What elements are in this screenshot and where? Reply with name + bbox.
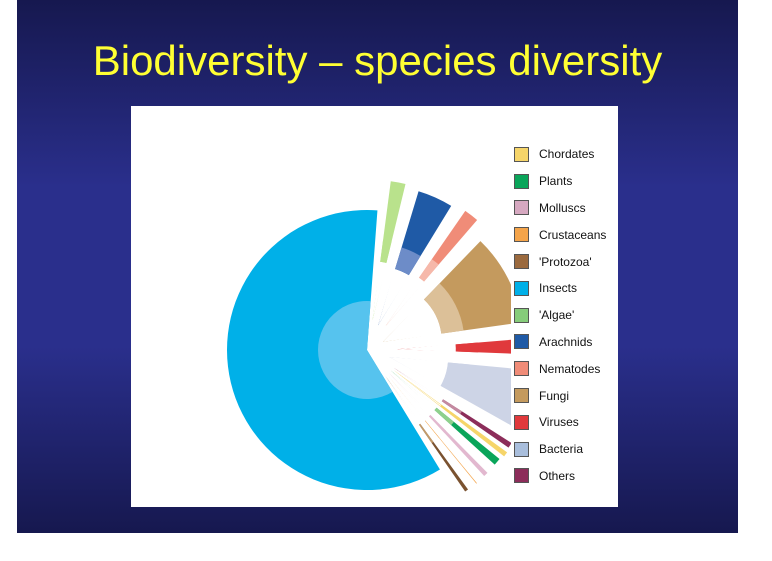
legend-item: Arachnids [514, 329, 618, 356]
pie-slice-cutout [393, 370, 442, 406]
pie-slice-band [419, 259, 439, 282]
pie-slice-molluscs [389, 373, 488, 476]
legend-item: Plants [514, 168, 618, 195]
legend-swatch [514, 334, 529, 350]
legend-swatch [514, 388, 529, 404]
legend-swatch [514, 361, 529, 377]
legend-label: Nematodes [539, 361, 601, 376]
legend-item: Bacteria [514, 436, 618, 463]
pie-slice-band [434, 407, 454, 426]
pie-slice-cutout [393, 367, 444, 402]
legend-label: Fungi [539, 388, 570, 403]
legend-label: Molluscs [539, 200, 586, 215]
chart-panel: Chordates Plants Molluscs Crustaceans 'Proto… [131, 106, 618, 507]
pie-slice-band [455, 342, 479, 353]
legend-label: Viruses [539, 415, 579, 430]
pie-slice-cutout [372, 261, 387, 321]
slide-title: Biodiversity – species diversity [92, 37, 663, 84]
legend-swatch [514, 200, 529, 216]
legend-item: Fungi [514, 382, 618, 409]
pie-slice-arachnids [378, 191, 452, 326]
pie-slice-inner [317, 301, 393, 399]
pie-slice-cutout [390, 370, 437, 411]
pie-slice-algae [372, 181, 406, 321]
pie-slice-band [395, 247, 421, 276]
legend-swatch [514, 227, 529, 243]
legend-label: Crustaceans [539, 227, 607, 242]
legend-swatch [514, 254, 529, 270]
legend-label: 'Protozoa' [539, 254, 592, 269]
pie-chart [227, 181, 511, 492]
pie-slice-cutout [389, 373, 431, 417]
pie-slice-cutout [397, 343, 456, 353]
legend-swatch [514, 468, 529, 484]
pie-slice-band [380, 239, 392, 263]
pie-slice-protozoa [385, 376, 469, 492]
legend-item: Crustaceans [514, 221, 618, 248]
legend-swatch [514, 307, 529, 323]
pie-slice-plants [390, 370, 500, 465]
legend-swatch [514, 173, 529, 189]
legend-item: 'Algae' [514, 302, 618, 329]
pie-slice-cutout [385, 277, 425, 326]
legend-item: Molluscs [514, 195, 618, 222]
pie-slice-band [440, 404, 460, 421]
pie-slice-insects [227, 209, 440, 490]
pie-slice-cutout [387, 375, 426, 422]
legend-label: 'Algae' [539, 308, 575, 323]
legend-item: 'Protozoa' [514, 248, 618, 275]
legend-label: Others [539, 468, 576, 483]
legend-item: Viruses [514, 409, 618, 436]
pie-slice-bacteria [389, 357, 511, 426]
pie-slice-band [440, 362, 471, 397]
pie-slice-fungi [383, 241, 511, 342]
pie-slice-cutout [389, 357, 449, 387]
legend-item: Nematodes [514, 355, 618, 382]
pie-slice-crustaceans [387, 375, 477, 484]
legend-item: Others [514, 463, 618, 490]
pie-slice-band [429, 415, 447, 433]
legend-label: Insects [539, 281, 578, 296]
pie-slice-chordates [393, 370, 508, 457]
pie-slice-cutout [383, 299, 442, 342]
pie-slice-outer [389, 357, 511, 426]
pie-slice-others [393, 367, 511, 448]
pie-slice-cutout [378, 268, 410, 326]
legend-label: Arachnids [539, 334, 593, 349]
legend-label: Chordates [539, 147, 595, 162]
legend-label: Plants [539, 174, 573, 189]
legend-swatch [514, 280, 529, 296]
legend-swatch [514, 414, 529, 430]
pie-slice-band [419, 423, 434, 444]
chart-legend: Chordates Plants Molluscs Crustaceans 'Proto… [514, 141, 618, 489]
pie-slice-cutout [385, 376, 421, 425]
legend-label: Bacteria [539, 442, 584, 457]
legend-swatch [514, 146, 529, 162]
pie-slice-band [424, 420, 440, 439]
slide-background: Biodiversity – species diversity Chordat… [17, 0, 738, 533]
legend-item: Insects [514, 275, 618, 302]
pie-slice-nematodes [385, 210, 478, 326]
legend-swatch [514, 441, 529, 457]
pie-slice-band [423, 283, 464, 334]
legend-item: Chordates [514, 141, 618, 168]
pie-slice-viruses [397, 339, 511, 354]
pie-slice-band [441, 399, 462, 415]
